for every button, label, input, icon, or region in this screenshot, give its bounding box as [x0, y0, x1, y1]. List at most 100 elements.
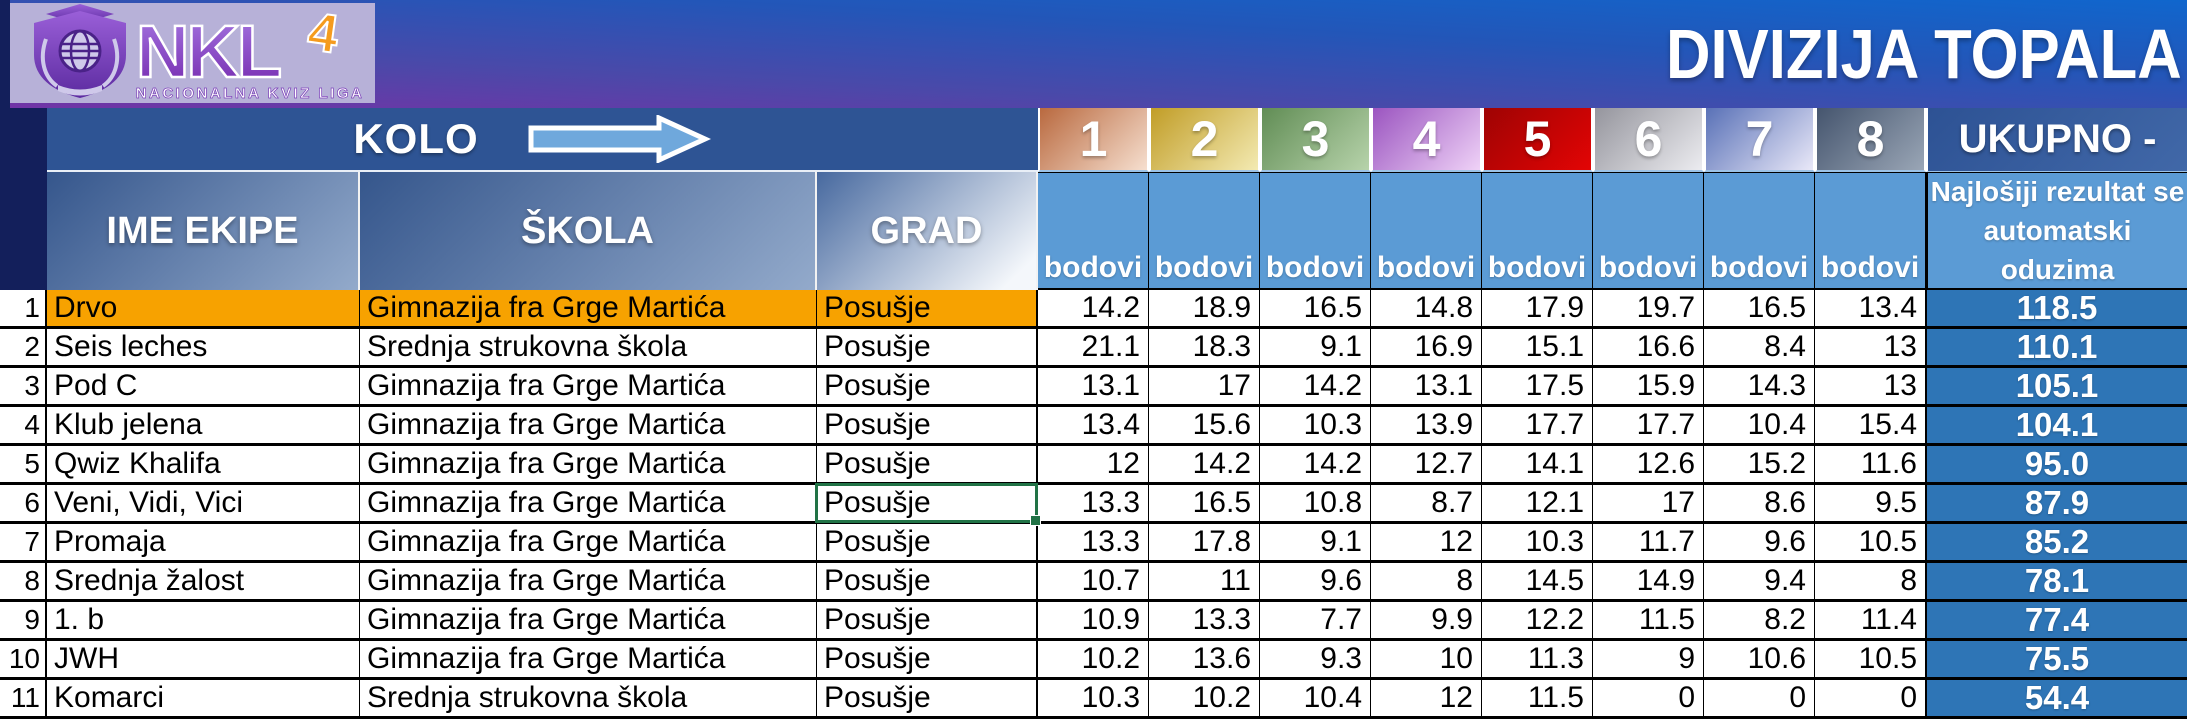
- score-cell[interactable]: 12: [1371, 524, 1482, 563]
- round-header-6[interactable]: 6: [1593, 108, 1704, 172]
- row-number[interactable]: 1: [0, 290, 47, 329]
- score-cell[interactable]: 10.6: [1704, 641, 1815, 680]
- score-cell[interactable]: 8: [1815, 563, 1926, 602]
- city-cell[interactable]: Posušje: [817, 524, 1038, 563]
- score-cell[interactable]: 8.6: [1704, 485, 1815, 524]
- score-cell[interactable]: 13.6: [1149, 641, 1260, 680]
- score-cell[interactable]: 14.1: [1482, 446, 1593, 485]
- score-cell[interactable]: 10.8: [1260, 485, 1371, 524]
- score-cell[interactable]: 10.5: [1815, 641, 1926, 680]
- team-name-cell[interactable]: Seis leches: [47, 329, 360, 368]
- score-cell[interactable]: 11.7: [1593, 524, 1704, 563]
- score-cell[interactable]: 11: [1149, 563, 1260, 602]
- score-cell[interactable]: 10.3: [1482, 524, 1593, 563]
- score-cell[interactable]: 12.1: [1482, 485, 1593, 524]
- score-cell[interactable]: 12.2: [1482, 602, 1593, 641]
- score-cell[interactable]: 10.5: [1815, 524, 1926, 563]
- score-cell[interactable]: 12.7: [1371, 446, 1482, 485]
- round-header-2[interactable]: 2: [1149, 108, 1260, 172]
- row-number[interactable]: 6: [0, 485, 47, 524]
- score-cell[interactable]: 15.6: [1149, 407, 1260, 446]
- score-cell[interactable]: 21.1: [1038, 329, 1149, 368]
- round-header-5[interactable]: 5: [1482, 108, 1593, 172]
- score-cell[interactable]: 0: [1593, 680, 1704, 719]
- row-number[interactable]: 8: [0, 563, 47, 602]
- city-cell[interactable]: Posušje: [817, 368, 1038, 407]
- score-cell[interactable]: 10.7: [1038, 563, 1149, 602]
- score-cell[interactable]: 8.2: [1704, 602, 1815, 641]
- score-cell[interactable]: 10.2: [1149, 680, 1260, 719]
- school-cell[interactable]: Srednja strukovna škola: [360, 329, 817, 368]
- score-cell[interactable]: 19.7: [1593, 290, 1704, 329]
- score-cell[interactable]: 17: [1149, 368, 1260, 407]
- school-cell[interactable]: Srednja strukovna škola: [360, 680, 817, 719]
- score-cell[interactable]: 16.5: [1149, 485, 1260, 524]
- score-cell[interactable]: 17.9: [1482, 290, 1593, 329]
- score-cell[interactable]: 14.3: [1704, 368, 1815, 407]
- row-number[interactable]: 3: [0, 368, 47, 407]
- row-number[interactable]: 7: [0, 524, 47, 563]
- city-cell[interactable]: Posušje: [817, 446, 1038, 485]
- team-name-cell[interactable]: Veni, Vidi, Vici: [47, 485, 360, 524]
- team-name-cell[interactable]: Komarci: [47, 680, 360, 719]
- score-cell[interactable]: 9.6: [1260, 563, 1371, 602]
- score-cell[interactable]: 14.8: [1371, 290, 1482, 329]
- score-cell[interactable]: 11.5: [1482, 680, 1593, 719]
- score-cell[interactable]: 17.7: [1593, 407, 1704, 446]
- score-cell[interactable]: 15.4: [1815, 407, 1926, 446]
- score-cell[interactable]: 14.9: [1593, 563, 1704, 602]
- score-cell[interactable]: 11.3: [1482, 641, 1593, 680]
- team-name-cell[interactable]: Klub jelena: [47, 407, 360, 446]
- score-cell[interactable]: 9.3: [1260, 641, 1371, 680]
- score-cell[interactable]: 10.4: [1704, 407, 1815, 446]
- score-cell[interactable]: 12.6: [1593, 446, 1704, 485]
- score-cell[interactable]: 11.4: [1815, 602, 1926, 641]
- row-number[interactable]: 5: [0, 446, 47, 485]
- team-name-cell[interactable]: Srednja žalost: [47, 563, 360, 602]
- city-cell[interactable]: Posušje: [817, 329, 1038, 368]
- row-number[interactable]: 11: [0, 680, 47, 719]
- school-cell[interactable]: Gimnazija fra Grge Martića: [360, 407, 817, 446]
- score-cell[interactable]: 0: [1704, 680, 1815, 719]
- team-name-cell[interactable]: Drvo: [47, 290, 360, 329]
- score-cell[interactable]: 14.2: [1260, 446, 1371, 485]
- score-cell[interactable]: 17.8: [1149, 524, 1260, 563]
- team-name-cell[interactable]: Pod C: [47, 368, 360, 407]
- school-cell[interactable]: Gimnazija fra Grge Martića: [360, 524, 817, 563]
- score-cell[interactable]: 15.9: [1593, 368, 1704, 407]
- score-cell[interactable]: 16.9: [1371, 329, 1482, 368]
- score-cell[interactable]: 13.4: [1038, 407, 1149, 446]
- score-cell[interactable]: 9.1: [1260, 329, 1371, 368]
- score-cell[interactable]: 13: [1815, 368, 1926, 407]
- score-cell[interactable]: 9.6: [1704, 524, 1815, 563]
- city-cell[interactable]: Posušje: [817, 407, 1038, 446]
- score-cell[interactable]: 15.2: [1704, 446, 1815, 485]
- score-cell[interactable]: 13.3: [1038, 524, 1149, 563]
- score-cell[interactable]: 17: [1593, 485, 1704, 524]
- score-cell[interactable]: 14.2: [1038, 290, 1149, 329]
- city-cell[interactable]: Posušje: [817, 563, 1038, 602]
- score-cell[interactable]: 18.3: [1149, 329, 1260, 368]
- round-header-8[interactable]: 8: [1815, 108, 1926, 172]
- city-cell[interactable]: Posušje: [815, 483, 1041, 526]
- score-cell[interactable]: 17.5: [1482, 368, 1593, 407]
- score-cell[interactable]: 13.1: [1371, 368, 1482, 407]
- score-cell[interactable]: 10: [1371, 641, 1482, 680]
- score-cell[interactable]: 17.7: [1482, 407, 1593, 446]
- score-cell[interactable]: 13.4: [1815, 290, 1926, 329]
- score-cell[interactable]: 11.6: [1815, 446, 1926, 485]
- team-name-cell[interactable]: Promaja: [47, 524, 360, 563]
- school-cell[interactable]: Gimnazija fra Grge Martića: [360, 602, 817, 641]
- city-cell[interactable]: Posušje: [817, 290, 1038, 329]
- score-cell[interactable]: 10.3: [1038, 680, 1149, 719]
- score-cell[interactable]: 14.2: [1149, 446, 1260, 485]
- row-number[interactable]: 4: [0, 407, 47, 446]
- school-cell[interactable]: Gimnazija fra Grge Martića: [360, 641, 817, 680]
- score-cell[interactable]: 9: [1593, 641, 1704, 680]
- score-cell[interactable]: 10.3: [1260, 407, 1371, 446]
- score-cell[interactable]: 9.5: [1815, 485, 1926, 524]
- row-number[interactable]: 10: [0, 641, 47, 680]
- score-cell[interactable]: 9.4: [1704, 563, 1815, 602]
- score-cell[interactable]: 11.5: [1593, 602, 1704, 641]
- city-cell[interactable]: Posušje: [817, 680, 1038, 719]
